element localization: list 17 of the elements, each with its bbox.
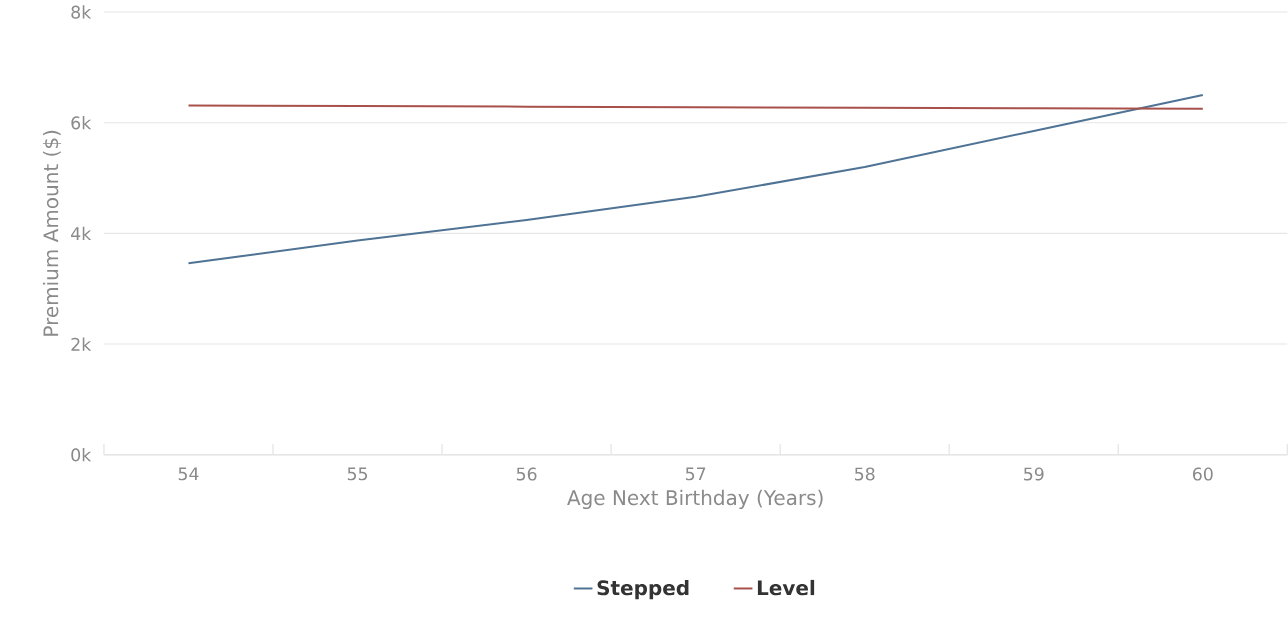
y-tick-label: 4k	[71, 226, 92, 241]
y-tick-label: 8k	[71, 5, 92, 19]
x-tick-label: 55	[347, 467, 368, 481]
legend-label: Level	[757, 580, 815, 596]
y-tick-label: 6k	[71, 116, 92, 130]
x-tick-label: 58	[855, 467, 875, 481]
x-tick-label: 56	[516, 467, 537, 481]
y-axis-title: Premium Amount ($)	[42, 131, 62, 336]
x-tick-label: 60	[1193, 467, 1213, 481]
y-tick-label: 2k	[71, 337, 92, 351]
x-tick-label: 59	[1024, 467, 1044, 481]
y-tick-label: 0k	[71, 448, 92, 462]
x-tick-label: 54	[178, 467, 199, 481]
x-tick-label: 57	[685, 467, 706, 481]
legend-label: Stepped	[597, 580, 689, 600]
x-axis-title: Age Next Birthday (Years)	[567, 489, 823, 510]
line-series	[187, 94, 1204, 265]
